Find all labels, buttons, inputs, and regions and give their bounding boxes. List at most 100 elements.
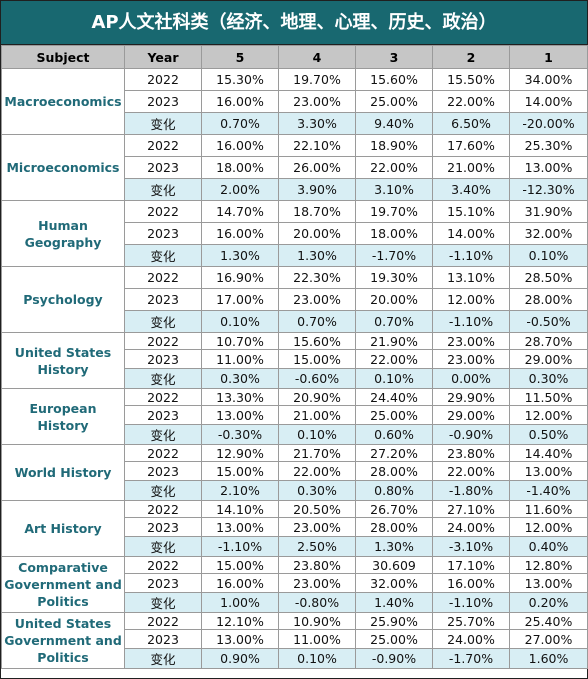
score-5-cell: 16.00% — [201, 134, 279, 157]
score-4-cell: 2.50% — [278, 536, 356, 557]
score-2-cell: 6.50% — [432, 112, 510, 135]
subject-cell: Human Geography — [1, 200, 125, 267]
header-score-4: 4 — [278, 45, 356, 69]
score-3-cell: 0.60% — [355, 424, 433, 445]
year-cell: 2023 — [124, 405, 202, 425]
score-1-cell: 0.50% — [509, 424, 588, 445]
change-row: 变化 -1.10% 2.50% 1.30% -3.10% 0.40% — [2, 536, 588, 557]
score-2-cell: 25.70% — [432, 612, 510, 630]
score-4-cell: 19.70% — [278, 68, 356, 91]
change-row: 变化 -0.30% 0.10% 0.60% -0.90% 0.50% — [2, 424, 588, 445]
score-5-cell: 11.00% — [201, 349, 279, 369]
score-4-cell: 0.30% — [278, 480, 356, 501]
score-4-cell: 3.30% — [278, 112, 356, 135]
score-1-cell: 28.70% — [509, 332, 588, 350]
score-1-cell: 0.30% — [509, 368, 588, 389]
subject-cell: Comparative Government and Politics — [1, 556, 125, 613]
table-row: 2023 15.00% 22.00% 28.00% 22.00% 13.00% — [2, 461, 588, 481]
score-1-cell: 11.60% — [509, 500, 588, 518]
year-cell: 2022 — [124, 500, 202, 518]
year-cell: 2023 — [124, 288, 202, 311]
score-2-cell: -1.10% — [432, 592, 510, 613]
score-3-cell: 21.90% — [355, 332, 433, 350]
subject-cell: Macroeconomics — [1, 68, 125, 135]
score-1-cell: 14.00% — [509, 90, 588, 113]
score-2-cell: 22.00% — [432, 90, 510, 113]
table-row: 2023 13.00% 11.00% 25.00% 24.00% 27.00% — [2, 629, 588, 649]
score-3-cell: 28.00% — [355, 461, 433, 481]
year-cell: 2022 — [124, 332, 202, 350]
score-5-cell: 0.30% — [201, 368, 279, 389]
score-2-cell: 16.00% — [432, 573, 510, 593]
score-2-cell: 15.10% — [432, 200, 510, 223]
score-3-cell: -0.90% — [355, 648, 433, 669]
table-row: 2023 13.00% 23.00% 28.00% 24.00% 12.00% — [2, 517, 588, 537]
score-5-cell: 2.10% — [201, 480, 279, 501]
score-5-cell: 16.00% — [201, 222, 279, 245]
score-1-cell: 14.40% — [509, 444, 588, 462]
score-2-cell: 0.00% — [432, 368, 510, 389]
score-3-cell: -1.70% — [355, 244, 433, 267]
score-4-cell: 18.70% — [278, 200, 356, 223]
score-3-cell: 24.40% — [355, 388, 433, 406]
score-3-cell: 19.30% — [355, 266, 433, 289]
score-5-cell: 17.00% — [201, 288, 279, 311]
score-table: Subject Year 5 4 3 2 1 Macroeconomics 202… — [1, 45, 588, 669]
table-row: Psychology 2022 16.90% 22.30% 19.30% 13.10% 28… — [1, 266, 588, 333]
table-row: Human Geography 2022 14.70% 18.70% 19.70% 15.… — [1, 200, 588, 267]
year-cell: 变化 — [124, 536, 202, 557]
score-4-cell: 20.00% — [278, 222, 356, 245]
score-2-cell: 24.00% — [432, 629, 510, 649]
score-1-cell: 34.00% — [509, 68, 588, 91]
subject-cell: Psychology — [1, 266, 125, 333]
score-2-cell: 13.10% — [432, 266, 510, 289]
score-1-cell: 12.80% — [509, 556, 588, 574]
score-3-cell: 26.70% — [355, 500, 433, 518]
score-1-cell: 29.00% — [509, 349, 588, 369]
table-row: 2023 18.00% 26.00% 22.00% 21.00% 13.00% — [2, 156, 588, 179]
table-row: United States Government and Politics 202… — [1, 612, 588, 669]
score-1-cell: 0.40% — [509, 536, 588, 557]
score-2-cell: 23.00% — [432, 332, 510, 350]
score-5-cell: 15.00% — [201, 556, 279, 574]
score-2-cell: 12.00% — [432, 288, 510, 311]
score-5-cell: 2.00% — [201, 178, 279, 201]
score-2-cell: 14.00% — [432, 222, 510, 245]
year-cell: 2023 — [124, 573, 202, 593]
score-3-cell: 25.90% — [355, 612, 433, 630]
score-4-cell: 23.00% — [278, 288, 356, 311]
header-year: Year — [124, 45, 202, 69]
year-cell: 变化 — [124, 244, 202, 267]
score-3-cell: 20.00% — [355, 288, 433, 311]
year-cell: 2023 — [124, 90, 202, 113]
score-5-cell: 12.10% — [201, 612, 279, 630]
year-cell: 变化 — [124, 424, 202, 445]
score-5-cell: 16.00% — [201, 573, 279, 593]
score-5-cell: -0.30% — [201, 424, 279, 445]
score-4-cell: 22.10% — [278, 134, 356, 157]
score-3-cell: 18.00% — [355, 222, 433, 245]
score-1-cell: 25.40% — [509, 612, 588, 630]
score-2-cell: -0.90% — [432, 424, 510, 445]
score-5-cell: 14.70% — [201, 200, 279, 223]
score-1-cell: 11.50% — [509, 388, 588, 406]
year-cell: 2022 — [124, 134, 202, 157]
score-5-cell: 13.30% — [201, 388, 279, 406]
score-3-cell: 30.609 — [355, 556, 433, 574]
score-5-cell: 14.10% — [201, 500, 279, 518]
score-1-cell: -12.30% — [509, 178, 588, 201]
year-cell: 2022 — [124, 388, 202, 406]
score-2-cell: 17.10% — [432, 556, 510, 574]
year-cell: 变化 — [124, 112, 202, 135]
table-row: 2023 17.00% 23.00% 20.00% 12.00% 28.00% — [2, 288, 588, 311]
year-cell: 2023 — [124, 349, 202, 369]
score-4-cell: 0.10% — [278, 648, 356, 669]
score-4-cell: 21.70% — [278, 444, 356, 462]
score-2-cell: 23.80% — [432, 444, 510, 462]
score-4-cell: 1.30% — [278, 244, 356, 267]
header-score-5: 5 — [201, 45, 279, 69]
table-row: United States History 2022 10.70% 15.60% 21.… — [1, 332, 588, 389]
score-4-cell: -0.60% — [278, 368, 356, 389]
score-4-cell: 3.90% — [278, 178, 356, 201]
score-1-cell: 0.20% — [509, 592, 588, 613]
